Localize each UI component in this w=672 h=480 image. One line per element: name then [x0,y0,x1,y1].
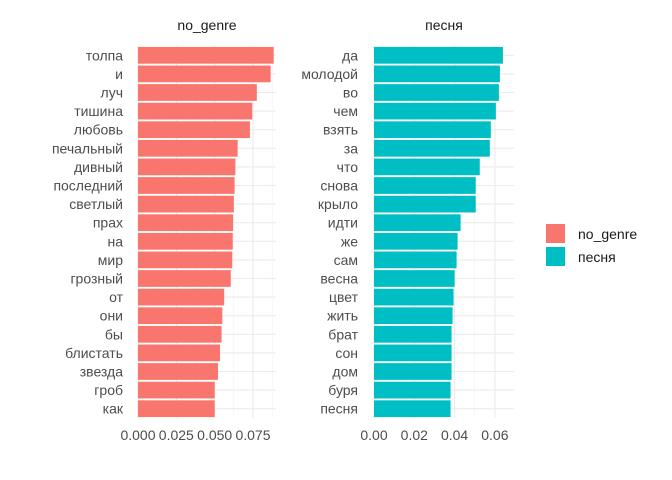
category-label: во [343,85,358,101]
category-label: крыло [318,196,358,212]
category-label: толпа [86,47,123,63]
category-label: на [107,233,123,249]
bar [138,46,274,64]
category-label: дом [332,364,358,380]
bar [138,158,236,176]
bar [374,251,457,269]
bar [374,344,452,362]
bar [374,400,451,418]
legend-key [546,224,565,243]
x-tick-label: 0.025 [159,427,194,443]
bar [138,363,219,380]
bar [374,46,503,64]
bar [138,177,235,194]
legend-key [546,247,565,266]
x-tick-label: 0.00 [360,427,387,443]
category-label: весна [320,271,358,287]
category-label: грозный [70,271,123,287]
bar [138,84,257,101]
category-label: гроб [94,382,123,398]
x-tick-label: 0.04 [441,427,468,443]
category-label: тишина [74,103,123,119]
bar [138,65,271,83]
category-label: луч [101,85,123,101]
category-label: светлый [69,196,123,212]
bar [374,307,453,325]
category-label: за [344,140,358,156]
category-label: любовь [74,122,123,138]
x-tick-label: 0.02 [401,427,428,443]
category-label: брат [328,326,358,342]
category-label: печальный [52,140,123,156]
legend-label: песня [578,249,616,265]
bar [374,158,480,176]
bar [374,121,491,139]
bar [138,121,250,139]
panel-pesnya: песня да молодой во чем взять за что снова крыло и… [301,17,514,443]
category-label: идти [328,215,358,231]
bar [138,381,215,399]
bar [374,139,490,157]
bar [138,232,233,250]
category-label: они [100,308,123,324]
category-label: дивный [74,159,123,175]
legend-label: no_genre [578,226,637,242]
bar [374,232,458,250]
bar [138,344,221,362]
category-label: цвет [329,289,359,305]
category-label: снова [320,178,358,194]
category-label: сон [335,345,358,361]
panel-no-genre: no_genre толпа и луч тишина любовь печальный ди… [52,17,276,443]
panel-title: no_genre [177,17,236,33]
category-label: последний [53,178,123,194]
bar [374,84,499,101]
category-label: сам [334,252,358,268]
bar [138,325,222,343]
bar [138,214,234,232]
x-tick-label: 0.000 [120,427,155,443]
category-label: от [109,289,123,305]
bar [374,363,452,380]
bar [138,102,253,120]
category-label: прах [93,215,123,231]
bar [138,195,234,213]
bar [374,270,455,287]
bar [138,400,215,418]
bar [138,251,233,269]
bar [374,214,461,232]
x-tick-label: 0.075 [235,427,270,443]
panel-title: песня [425,17,463,33]
bar [374,102,496,120]
bar [138,139,238,157]
bar [374,177,476,194]
bar [138,270,231,287]
category-label: чем [333,103,358,119]
category-label: блистать [65,345,123,361]
bar [374,195,476,213]
bar [374,381,451,399]
category-label: что [337,159,359,175]
category-label: и [115,66,123,82]
category-label: звезда [80,364,123,380]
bar [374,65,500,83]
legend: no_genre песня [546,224,637,266]
bar [138,288,225,306]
bar [374,288,454,306]
x-tick-label: 0.050 [197,427,232,443]
category-label: жить [327,308,358,324]
bar [374,325,452,343]
category-label: бы [105,326,123,342]
category-label: буря [328,382,358,398]
category-label: да [342,47,358,63]
x-tick-label: 0.06 [481,427,508,443]
category-label: же [341,233,358,249]
bar [138,307,223,325]
category-label: взять [323,122,358,138]
category-label: молодой [301,66,358,82]
category-label: песня [320,401,358,417]
category-label: как [103,401,124,417]
category-label: мир [98,252,123,268]
